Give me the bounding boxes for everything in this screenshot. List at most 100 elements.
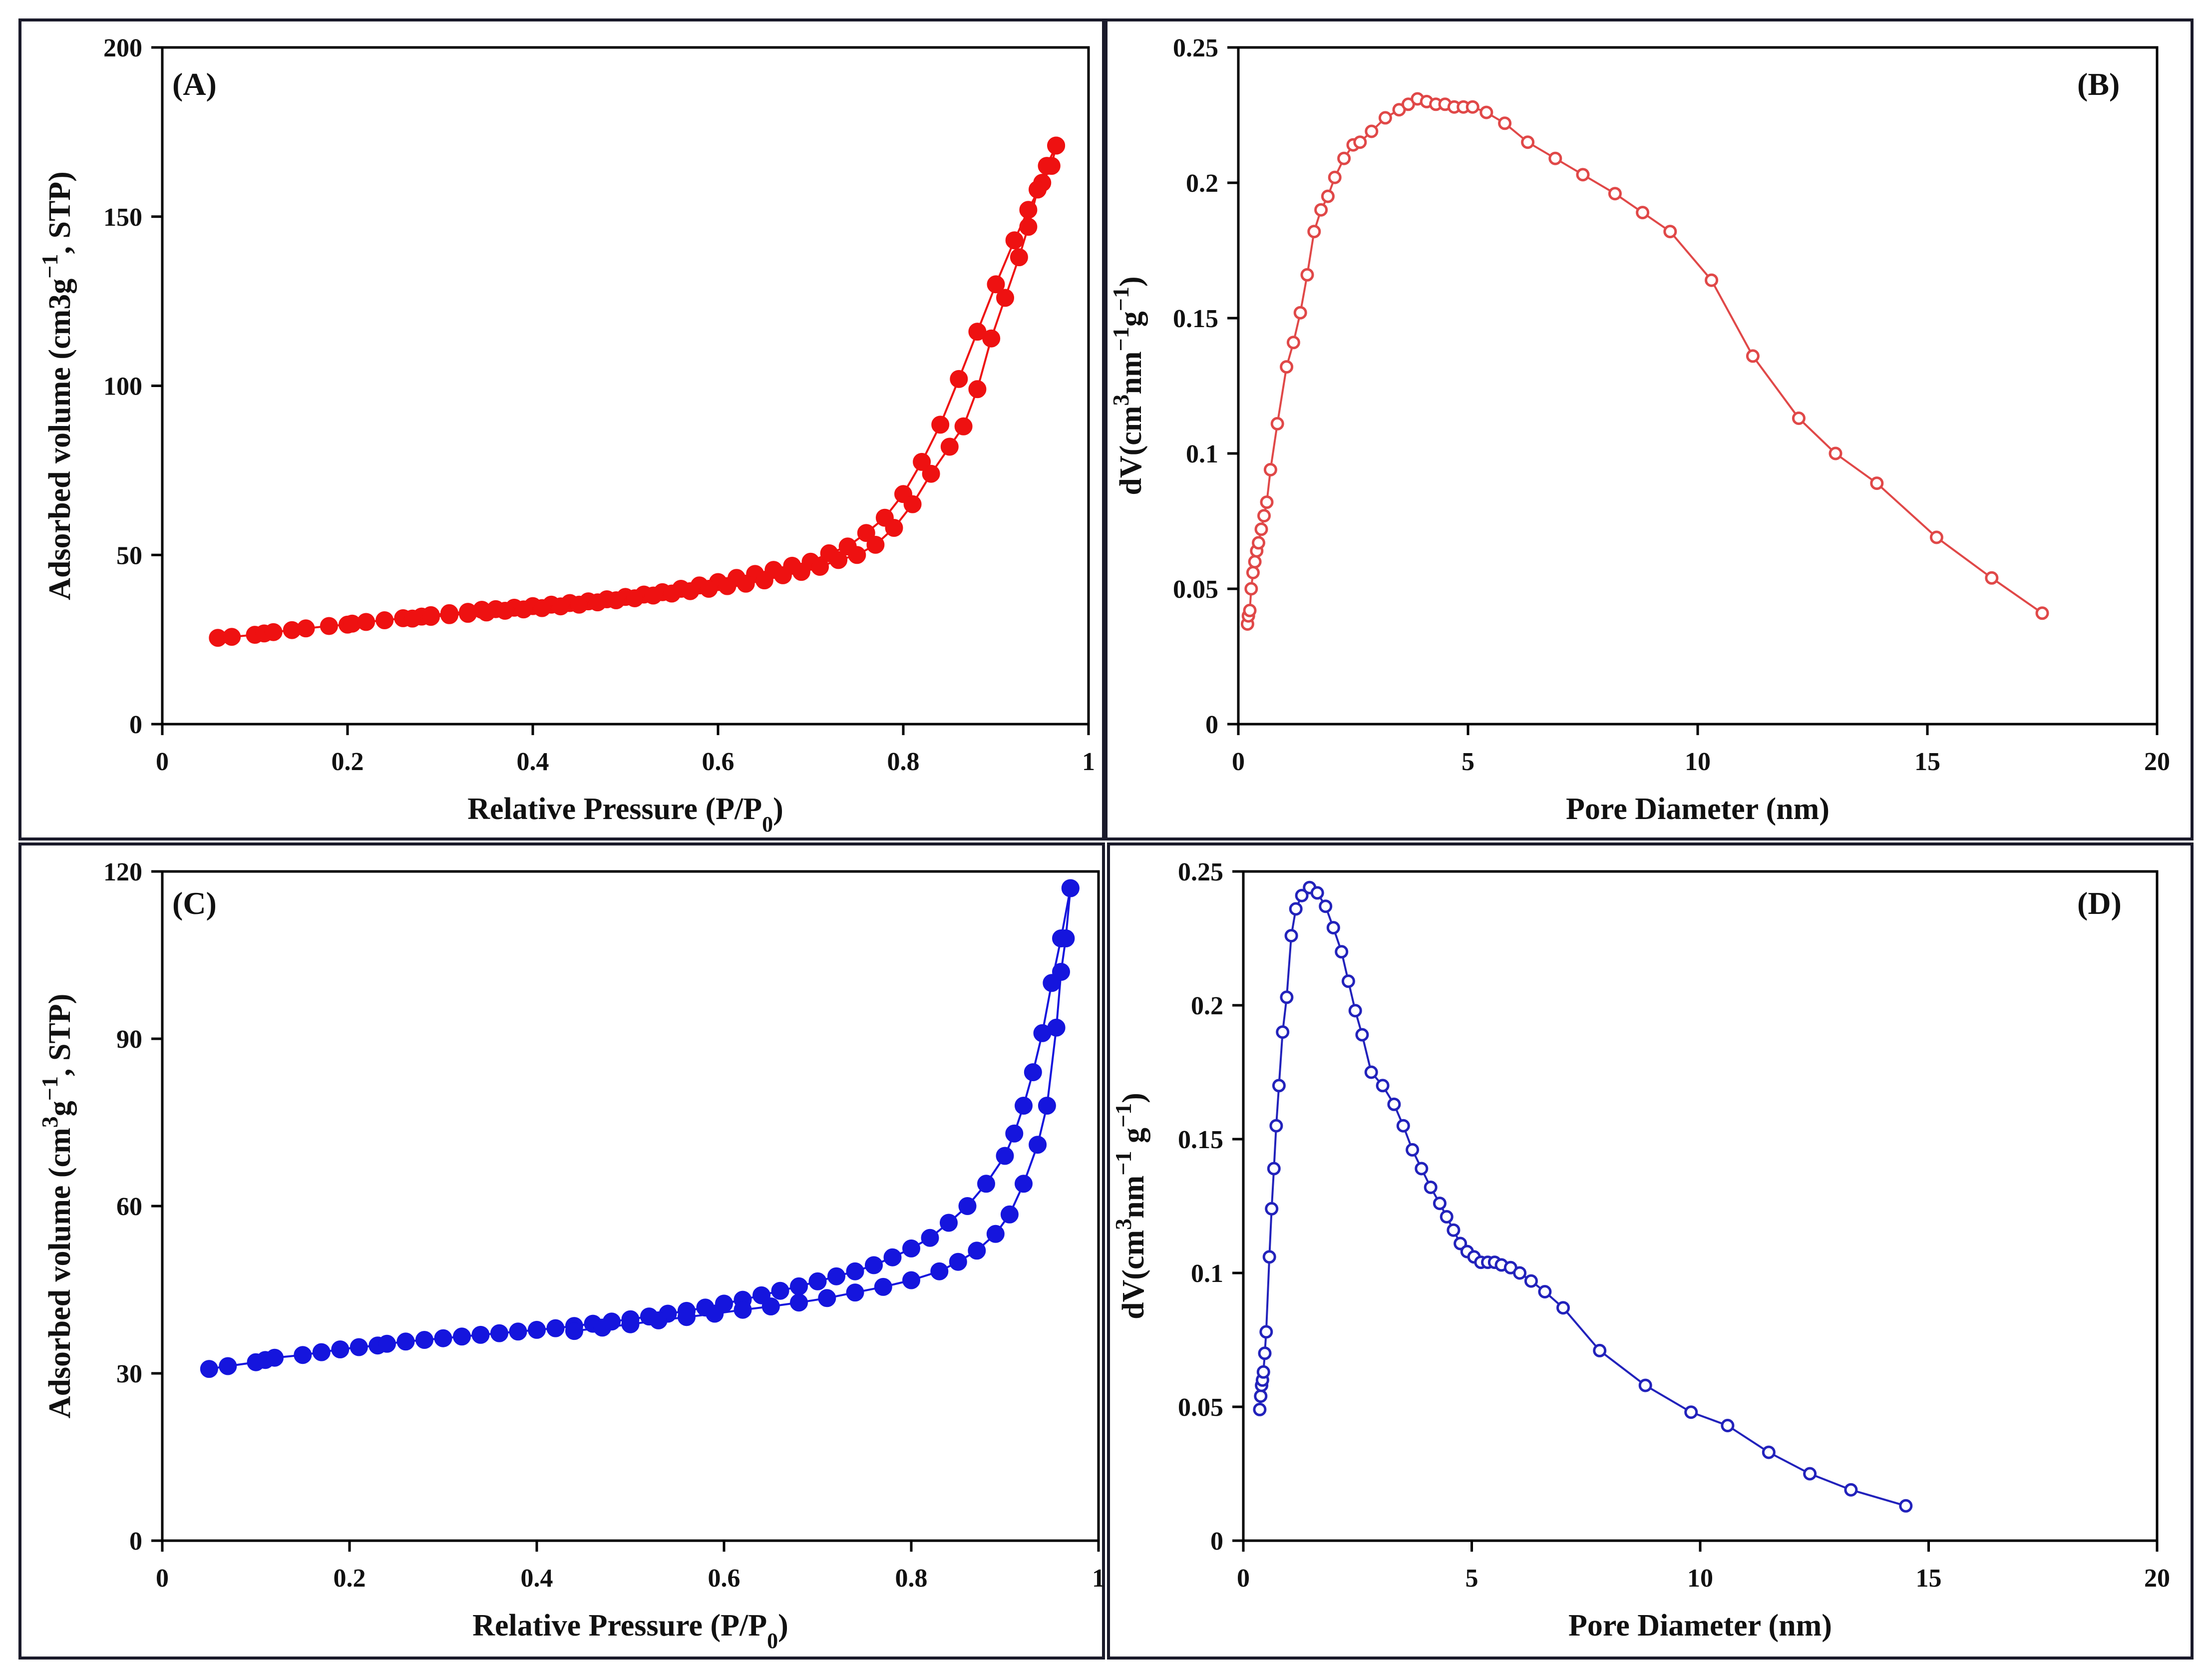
data-point xyxy=(1005,231,1024,250)
data-point xyxy=(1365,124,1379,138)
data-point xyxy=(950,370,968,388)
x-axis-title: Pore Diameter (nm) xyxy=(1566,792,1830,826)
data-point xyxy=(737,574,755,593)
data-point xyxy=(848,546,866,564)
x-tick-label: 0.8 xyxy=(895,1564,928,1593)
data-point xyxy=(1608,187,1622,201)
data-point xyxy=(811,558,829,576)
data-point xyxy=(940,1214,958,1232)
chart-panel-d: 0 5 10 15 20 0 0.05 0.1 0.15 0.2 0.25 Pore Diameter… xyxy=(1107,842,2194,1660)
x-tick-label: 0.4 xyxy=(517,748,549,776)
data-point xyxy=(621,1315,640,1333)
data-point xyxy=(1038,157,1056,175)
data-point xyxy=(1038,1097,1056,1115)
data-point xyxy=(1899,1499,1913,1513)
y-tick-label: 0 xyxy=(129,711,142,739)
data-point xyxy=(902,1239,920,1257)
data-point xyxy=(1254,522,1268,536)
data-point xyxy=(607,591,625,609)
data-point xyxy=(1246,566,1260,579)
data-point xyxy=(1844,1483,1858,1497)
data-point xyxy=(312,1343,331,1361)
x-tick-label: 15 xyxy=(1914,748,1940,776)
data-point xyxy=(706,1304,724,1323)
data-point xyxy=(718,577,737,595)
data-point xyxy=(1310,886,1324,900)
data-point xyxy=(264,623,283,641)
data-point xyxy=(922,464,940,483)
data-point xyxy=(1636,206,1650,220)
data-point xyxy=(1019,218,1038,236)
panel-label: (A) xyxy=(172,66,217,102)
data-point xyxy=(1248,555,1262,569)
data-point xyxy=(1047,1018,1066,1037)
data-point xyxy=(1447,1223,1461,1237)
data-point xyxy=(2035,606,2049,620)
data-point xyxy=(1300,268,1314,282)
y-tick-label: 0 xyxy=(1205,711,1218,739)
data-point xyxy=(223,628,241,646)
data-point xyxy=(1280,990,1294,1004)
data-point xyxy=(533,599,551,617)
chart-panel-a: 0 0.2 0.4 0.6 0.8 1 0 50 100 150 200 Relative Press… xyxy=(18,18,1105,840)
data-point xyxy=(297,619,315,638)
data-point xyxy=(913,452,931,471)
y-tick-label: 30 xyxy=(116,1360,142,1388)
data-point xyxy=(509,1322,527,1341)
data-point xyxy=(700,580,718,598)
data-point xyxy=(1259,1325,1273,1339)
data-point xyxy=(1335,945,1349,959)
data-point xyxy=(1260,495,1274,509)
y-tick-label: 0.05 xyxy=(1178,1393,1223,1422)
x-tick-label: 20 xyxy=(2144,748,2170,776)
data-point xyxy=(1314,203,1328,217)
panel-label: (C) xyxy=(172,885,217,921)
data-point xyxy=(734,1300,752,1319)
data-point xyxy=(1524,1274,1538,1288)
data-point xyxy=(1521,135,1535,149)
data-point xyxy=(1387,1097,1401,1111)
data-point xyxy=(773,566,792,584)
data-point xyxy=(866,535,885,554)
y-tick-label: 0 xyxy=(129,1527,142,1556)
data-point xyxy=(865,1256,883,1274)
y-tick-label: 0.2 xyxy=(1186,169,1218,198)
data-point xyxy=(1746,349,1760,363)
data-point xyxy=(1258,1346,1272,1360)
data-point xyxy=(403,609,421,628)
data-point xyxy=(1253,1402,1267,1416)
data-point xyxy=(1029,1136,1047,1154)
x-tick-label: 0.4 xyxy=(521,1564,553,1593)
data-point xyxy=(649,1311,668,1329)
data-point xyxy=(940,437,959,456)
data-point xyxy=(818,1289,836,1307)
x-tick-label: 10 xyxy=(1687,1564,1713,1593)
data-point xyxy=(1307,225,1321,239)
panel-frame xyxy=(18,842,1105,1660)
data-point xyxy=(1341,974,1355,988)
data-point xyxy=(565,1322,583,1340)
y-tick-label: 0.15 xyxy=(1178,1126,1223,1154)
y-tick-label: 0.05 xyxy=(1173,575,1218,604)
x-tick-label: 0 xyxy=(1232,748,1245,776)
data-point xyxy=(954,417,973,435)
data-point xyxy=(375,611,394,629)
data-point xyxy=(1243,603,1257,617)
x-tick-label: 0 xyxy=(1237,1564,1250,1593)
y-axis-title: Adsorbed volume (cm3g−1, STP) xyxy=(37,994,77,1419)
data-point xyxy=(1513,1266,1527,1280)
data-point xyxy=(459,605,477,623)
data-point xyxy=(1272,1079,1286,1093)
data-point xyxy=(1295,888,1309,902)
data-point xyxy=(1293,306,1307,320)
data-point xyxy=(396,1332,415,1351)
x-tick-label: 1 xyxy=(1082,748,1095,776)
data-point xyxy=(514,600,533,619)
data-point xyxy=(829,551,848,569)
x-tick-label: 5 xyxy=(1466,1564,1478,1593)
y-tick-label: 100 xyxy=(103,373,142,401)
data-point xyxy=(434,1329,452,1347)
x-tick-label: 15 xyxy=(1916,1564,1942,1593)
data-point xyxy=(790,1293,808,1312)
data-point xyxy=(1010,248,1028,267)
